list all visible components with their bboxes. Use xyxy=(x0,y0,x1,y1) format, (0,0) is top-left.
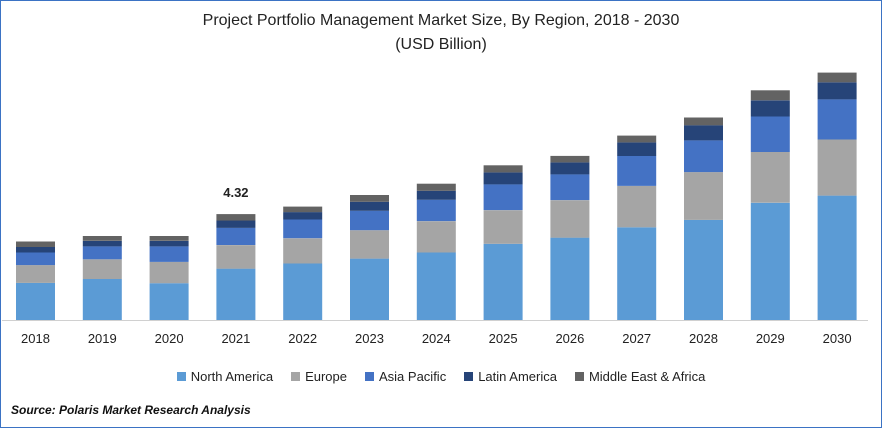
x-tick-label-2022: 2022 xyxy=(288,331,317,346)
x-tick-label-2029: 2029 xyxy=(756,331,785,346)
legend-swatch xyxy=(291,372,301,381)
bar-2024-middle-east-africa xyxy=(416,183,456,191)
bar-2020-middle-east-africa xyxy=(149,236,189,241)
bar-2030-north-america xyxy=(817,195,857,320)
legend-swatch xyxy=(574,372,584,381)
bar-2019-middle-east-africa xyxy=(82,236,122,241)
bar-2018-asia-pacific xyxy=(16,252,55,266)
bar-2027-europe xyxy=(617,186,657,228)
bar-2020-europe xyxy=(149,261,189,284)
x-tick-label-2030: 2030 xyxy=(823,331,852,346)
bar-2026-middle-east-africa xyxy=(550,155,590,163)
bar-2026-latin-america xyxy=(550,162,590,175)
bar-2030-europe xyxy=(817,139,857,196)
x-tick-label-2023: 2023 xyxy=(355,331,384,346)
bar-2027-latin-america xyxy=(617,142,657,156)
bar-2018-latin-america xyxy=(16,247,55,253)
source-note: Source: Polaris Market Research Analysis xyxy=(11,403,251,417)
bar-2023-latin-america xyxy=(350,201,389,211)
bar-2028-latin-america xyxy=(684,125,723,141)
bar-2025-asia-pacific xyxy=(483,184,523,211)
legend-label: Middle East & Africa xyxy=(588,369,706,384)
bar-2025-north-america xyxy=(483,243,523,320)
bar-2025-middle-east-africa xyxy=(483,165,523,173)
bar-2028-middle-east-africa xyxy=(684,117,723,126)
bar-2028-asia-pacific xyxy=(684,140,723,173)
bar-2019-north-america xyxy=(82,279,122,320)
bar-2019-europe xyxy=(82,259,122,279)
legend-item-middle-east-africa: Middle East & Africa xyxy=(574,369,706,384)
bar-2030-middle-east-africa xyxy=(817,72,857,83)
bar-2029-europe xyxy=(750,152,790,203)
legend-swatch xyxy=(464,372,474,381)
bar-2018-north-america xyxy=(16,282,55,320)
legend-swatch xyxy=(176,372,186,381)
x-tick-label-2025: 2025 xyxy=(489,331,518,346)
legend-label: Latin America xyxy=(478,369,557,384)
x-tick-label-2026: 2026 xyxy=(555,331,584,346)
x-tick-label-2021: 2021 xyxy=(221,331,250,346)
bar-2025-latin-america xyxy=(483,172,523,185)
bar-2023-europe xyxy=(350,230,389,259)
data-label-2021: 4.32 xyxy=(223,185,248,200)
bar-2027-middle-east-africa xyxy=(617,135,657,143)
x-tick-label-2028: 2028 xyxy=(689,331,718,346)
bar-2021-latin-america xyxy=(216,220,256,228)
bar-2028-europe xyxy=(684,172,723,220)
legend-label: Asia Pacific xyxy=(379,369,447,384)
bar-2023-asia-pacific xyxy=(350,210,389,231)
bar-2025-europe xyxy=(483,210,523,244)
legend-label: Europe xyxy=(305,369,347,384)
bar-2020-latin-america xyxy=(149,240,189,247)
bar-2029-middle-east-africa xyxy=(750,90,790,101)
x-tick-label-2018: 2018 xyxy=(21,331,50,346)
bar-2023-middle-east-africa xyxy=(350,195,389,202)
bar-2024-north-america xyxy=(416,252,456,320)
x-tick-label-2020: 2020 xyxy=(155,331,184,346)
bar-2021-north-america xyxy=(216,268,256,320)
bar-2026-north-america xyxy=(550,237,590,320)
bar-2027-north-america xyxy=(617,227,657,320)
bar-2019-asia-pacific xyxy=(82,246,122,260)
bar-2024-latin-america xyxy=(416,190,456,200)
bar-2029-asia-pacific xyxy=(750,116,790,152)
legend: North America Europe Asia Pacific Latin Ame… xyxy=(0,369,882,384)
bar-2027-asia-pacific xyxy=(617,155,657,186)
bar-2018-middle-east-africa xyxy=(16,241,55,247)
x-tick-label-2027: 2027 xyxy=(622,331,651,346)
bar-2029-latin-america xyxy=(750,100,790,117)
legend-item-north-america: North America xyxy=(176,369,274,384)
bar-2021-europe xyxy=(216,245,256,269)
bar-2026-asia-pacific xyxy=(550,174,590,201)
x-tick-label-2024: 2024 xyxy=(422,331,451,346)
bar-2024-asia-pacific xyxy=(416,199,456,222)
bar-2021-middle-east-africa xyxy=(216,214,256,221)
legend-item-latin-america: Latin America xyxy=(464,369,557,384)
legend-item-asia-pacific: Asia Pacific xyxy=(365,369,446,384)
bar-2030-asia-pacific xyxy=(817,99,857,140)
bar-2022-north-america xyxy=(283,263,323,320)
bar-2024-europe xyxy=(416,221,456,253)
bar-2023-north-america xyxy=(350,258,389,320)
x-tick-label-2019: 2019 xyxy=(88,331,117,346)
bar-2020-asia-pacific xyxy=(149,246,189,262)
bar-2020-north-america xyxy=(149,283,189,320)
bar-2022-europe xyxy=(283,238,323,264)
chart-title: Project Portfolio Management Market Size… xyxy=(202,12,680,29)
legend-swatch xyxy=(365,372,374,381)
bar-2029-north-america xyxy=(750,202,790,320)
bar-2022-asia-pacific xyxy=(283,219,323,239)
chart-subtitle: (USD Billion) xyxy=(395,36,487,53)
bar-2021-asia-pacific xyxy=(216,227,256,245)
bar-2022-middle-east-africa xyxy=(283,206,323,213)
bar-2030-latin-america xyxy=(817,82,857,100)
bar-2022-latin-america xyxy=(283,212,323,220)
bar-2019-latin-america xyxy=(82,240,122,247)
legend-item-europe: Europe xyxy=(291,369,347,384)
legend-label: North America xyxy=(190,369,274,384)
bar-2026-europe xyxy=(550,200,590,238)
bar-2018-europe xyxy=(16,265,55,283)
bar-2028-north-america xyxy=(684,219,723,320)
